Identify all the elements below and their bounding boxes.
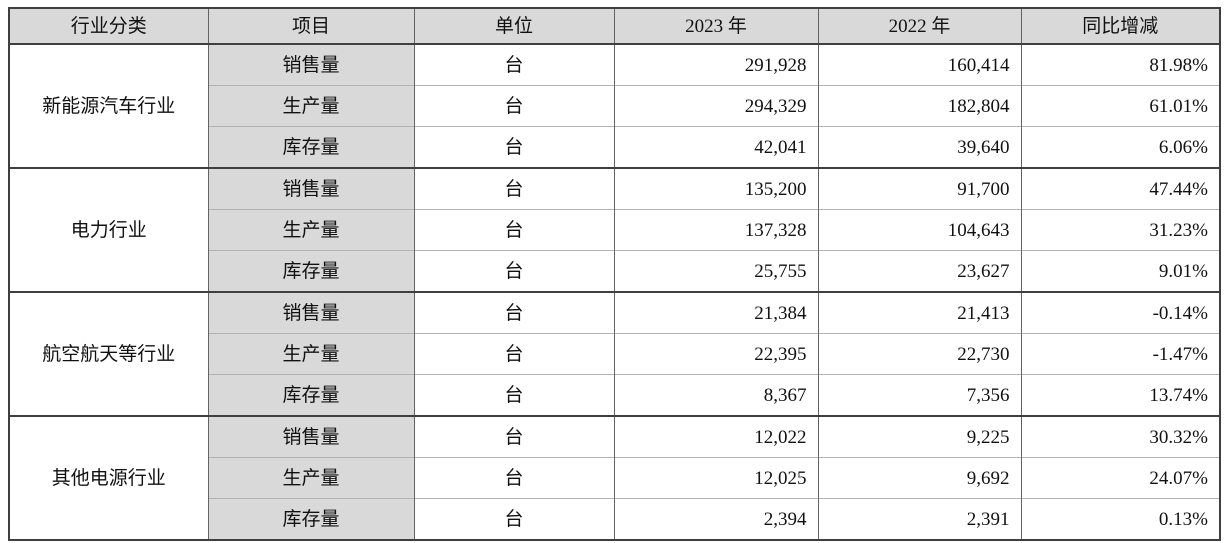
yoy-change-cell: 9.01% (1020, 250, 1221, 292)
unit-cell: 台 (413, 374, 615, 416)
value-2022-cell: 160,414 (817, 44, 1022, 86)
industry-name-cell: 航空航天等行业 (8, 291, 209, 416)
value-2023-cell: 135,200 (613, 167, 819, 210)
table-row: 生产量台 294,329 182,804 61.01% (9, 85, 1221, 127)
table-row: 库存量台 8,367 7,356 13.74% (9, 374, 1221, 416)
industry-name-cell: 其他电源行业 (8, 415, 209, 540)
value-2022-cell: 21,413 (817, 291, 1022, 334)
value-2023-cell: 2,394 (613, 498, 819, 540)
yoy-change-cell: 61.01% (1020, 85, 1221, 127)
value-2023-cell: 137,328 (613, 209, 819, 251)
value-2022-cell: 104,643 (817, 209, 1022, 251)
yoy-change-cell: 47.44% (1020, 167, 1221, 210)
item-cell: 销售量 (207, 291, 415, 334)
table-row: 新能源汽车行业 销售量台 291,928 160,414 81.98% (8, 44, 1221, 168)
item-cell: 生产量 (207, 209, 415, 251)
table-header: 行业分类 项目 单位 2023 年 2022 年 同比增减 (8, 8, 1221, 45)
unit-cell: 台 (413, 415, 615, 458)
value-2022-cell: 23,627 (817, 250, 1022, 292)
item-cell: 生产量 (207, 85, 415, 127)
table-body: 新能源汽车行业 销售量台 291,928 160,414 81.98% 生产量台 294,3… (8, 44, 1221, 540)
value-2023-cell: 294,329 (613, 85, 819, 127)
unit-cell: 台 (413, 85, 615, 127)
value-2022-cell: 39,640 (817, 126, 1022, 168)
value-2022-cell: 9,225 (817, 415, 1022, 458)
yoy-change-cell: 6.06% (1020, 126, 1221, 168)
header-yoy-change: 同比增减 (1020, 8, 1221, 45)
item-cell: 生产量 (207, 457, 415, 499)
value-2023-cell: 21,384 (613, 291, 819, 334)
item-cell: 库存量 (207, 498, 415, 540)
value-2022-cell: 7,356 (817, 374, 1022, 416)
table-row: 其他电源行业 销售量台 12,022 9,225 30.32% (8, 415, 1221, 540)
industry-production-sales-table: 行业分类 项目 单位 2023 年 2022 年 同比增减 新能源汽车行业 销售量… (8, 7, 1221, 541)
value-2023-cell: 25,755 (613, 250, 819, 292)
table-row: 航空航天等行业 销售量台 21,384 21,413 -0.14% (8, 291, 1221, 416)
header-2022: 2022 年 (817, 8, 1022, 45)
table-row: 库存量台 42,041 39,640 6.06% (9, 126, 1221, 168)
yoy-change-cell: 0.13% (1020, 498, 1221, 540)
value-2023-cell: 8,367 (613, 374, 819, 416)
header-row: 行业分类 项目 单位 2023 年 2022 年 同比增减 (8, 8, 1221, 45)
yoy-change-cell: 30.32% (1020, 415, 1221, 458)
table-row: 库存量台 25,755 23,627 9.01% (9, 250, 1221, 292)
item-cell: 销售量 (207, 167, 415, 210)
header-item: 项目 (207, 8, 415, 45)
yoy-change-cell: -1.47% (1020, 333, 1221, 375)
value-2022-cell: 182,804 (817, 85, 1022, 127)
yoy-change-cell: 13.74% (1020, 374, 1221, 416)
yoy-change-cell: 24.07% (1020, 457, 1221, 499)
item-cell: 销售量 (207, 44, 415, 86)
unit-cell: 台 (413, 167, 615, 210)
unit-cell: 台 (413, 333, 615, 375)
value-2022-cell: 2,391 (817, 498, 1022, 540)
value-2023-cell: 12,022 (613, 415, 819, 458)
table-row: 库存量台 2,394 2,391 0.13% (9, 498, 1221, 540)
header-industry-category: 行业分类 (8, 8, 209, 45)
yoy-change-cell: 81.98% (1020, 44, 1221, 86)
item-cell: 库存量 (207, 126, 415, 168)
value-2023-cell: 291,928 (613, 44, 819, 86)
item-cell: 销售量 (207, 415, 415, 458)
table-row: 生产量台 22,395 22,730 -1.47% (9, 333, 1221, 375)
item-cell: 库存量 (207, 250, 415, 292)
industry-name-cell: 电力行业 (8, 167, 209, 292)
unit-cell: 台 (413, 291, 615, 334)
unit-cell: 台 (413, 250, 615, 292)
header-unit: 单位 (413, 8, 615, 45)
table-row: 电力行业 销售量台 135,200 91,700 47.44% (8, 167, 1221, 292)
table-row: 生产量台 137,328 104,643 31.23% (9, 209, 1221, 251)
value-2023-cell: 22,395 (613, 333, 819, 375)
value-2022-cell: 91,700 (817, 167, 1022, 210)
value-2022-cell: 22,730 (817, 333, 1022, 375)
yoy-change-cell: 31.23% (1020, 209, 1221, 251)
unit-cell: 台 (413, 209, 615, 251)
value-2023-cell: 42,041 (613, 126, 819, 168)
unit-cell: 台 (413, 44, 615, 86)
value-2022-cell: 9,692 (817, 457, 1022, 499)
unit-cell: 台 (413, 457, 615, 499)
value-2023-cell: 12,025 (613, 457, 819, 499)
item-cell: 库存量 (207, 374, 415, 416)
unit-cell: 台 (413, 498, 615, 540)
yoy-change-cell: -0.14% (1020, 291, 1221, 334)
item-cell: 生产量 (207, 333, 415, 375)
header-2023: 2023 年 (613, 8, 819, 45)
table-row: 生产量台 12,025 9,692 24.07% (9, 457, 1221, 499)
industry-name-cell: 新能源汽车行业 (8, 44, 209, 168)
unit-cell: 台 (413, 126, 615, 168)
